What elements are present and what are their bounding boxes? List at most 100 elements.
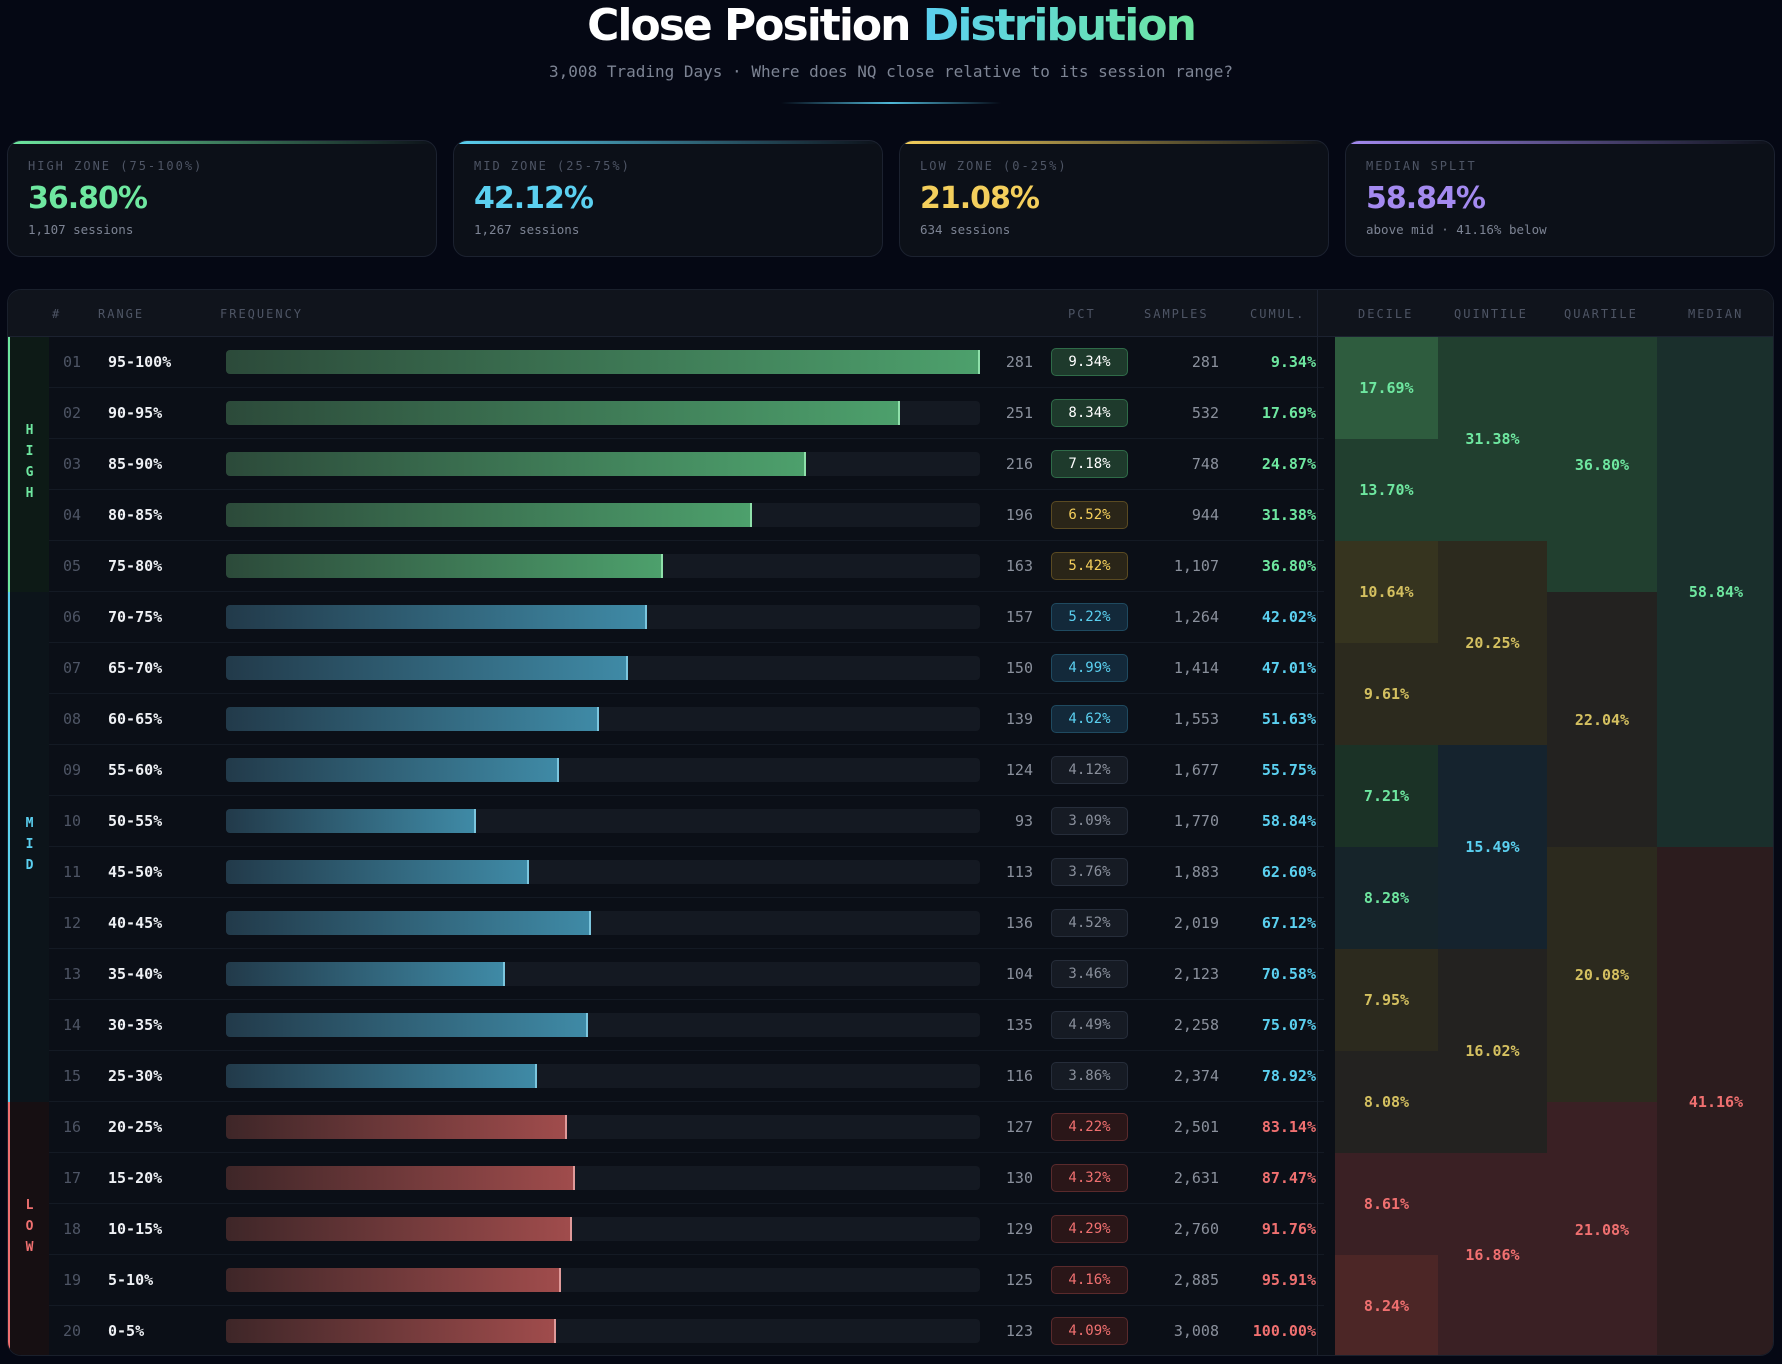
frequency-bar-track <box>226 554 980 578</box>
row-count: 139 <box>1005 710 1033 728</box>
frequency-bar <box>226 401 900 425</box>
row-range: 15-20% <box>108 1169 163 1187</box>
col-frequency: FREQUENCY <box>220 307 304 321</box>
row-number: 17 <box>63 1169 82 1187</box>
pct-badge: 4.12% <box>1051 756 1128 784</box>
row-range: 0-5% <box>108 1322 145 1340</box>
row-samples: 532 <box>1191 404 1219 422</box>
frequency-bar-track <box>226 911 980 935</box>
row-samples: 1,264 <box>1173 608 1219 626</box>
row-cumulative: 83.14% <box>1261 1118 1316 1136</box>
median-cell: 58.84% <box>1657 337 1773 847</box>
card-note: 634 sessions <box>920 222 1011 237</box>
card-label: LOW ZONE (0-25%) <box>920 159 1068 173</box>
row-count: 124 <box>1005 761 1033 779</box>
row-samples: 1,553 <box>1173 710 1219 728</box>
row-count: 113 <box>1005 863 1033 881</box>
col-pct: PCT <box>1068 307 1096 321</box>
row-range: 55-60% <box>108 761 163 779</box>
row-range: 25-30% <box>108 1067 163 1085</box>
frequency-bar <box>226 503 752 527</box>
quintile-cell: 15.49% <box>1438 745 1547 949</box>
row-cumulative: 91.76% <box>1261 1220 1316 1238</box>
row-count: 116 <box>1005 1067 1033 1085</box>
row-samples: 2,123 <box>1173 965 1219 983</box>
card-accent-bar <box>454 141 882 144</box>
row-samples: 1,677 <box>1173 761 1219 779</box>
summary-card: LOW ZONE (0-25%) 21.08% 634 sessions <box>899 140 1329 257</box>
row-number: 16 <box>63 1118 82 1136</box>
decile-cell: 8.08% <box>1335 1051 1438 1153</box>
frequency-bar <box>226 707 599 731</box>
summary-card: MEDIAN SPLIT 58.84% above mid · 41.16% b… <box>1345 140 1775 257</box>
frequency-bar <box>226 809 476 833</box>
card-note: 1,107 sessions <box>28 222 134 237</box>
frequency-bar <box>226 1115 567 1139</box>
frequency-bar <box>226 1166 575 1190</box>
row-count: 163 <box>1005 557 1033 575</box>
row-range: 85-90% <box>108 455 163 473</box>
card-accent-bar <box>1346 141 1774 144</box>
row-samples: 2,885 <box>1173 1271 1219 1289</box>
row-cumulative: 36.80% <box>1261 557 1316 575</box>
row-range: 5-10% <box>108 1271 154 1289</box>
card-label: MEDIAN SPLIT <box>1366 159 1477 173</box>
table-row: 14 30-35% 135 4.49% 2,258 75.07% <box>49 1000 1324 1051</box>
frequency-bar-track <box>226 1115 980 1139</box>
col-cumul: CUMUL. <box>1250 307 1306 321</box>
row-range: 40-45% <box>108 914 163 932</box>
pct-badge: 4.16% <box>1051 1266 1128 1294</box>
table-row: 12 40-45% 136 4.52% 2,019 67.12% <box>49 898 1324 949</box>
row-cumulative: 95.91% <box>1261 1271 1316 1289</box>
row-range: 95-100% <box>108 353 172 371</box>
row-samples: 2,760 <box>1173 1220 1219 1238</box>
frequency-bar-track <box>226 1217 980 1241</box>
frequency-bar <box>226 605 648 629</box>
zone-label-low: LOW <box>8 1102 49 1355</box>
frequency-bar <box>226 911 591 935</box>
row-count: 216 <box>1005 455 1033 473</box>
table-row: 03 85-90% 216 7.18% 748 24.87% <box>49 439 1324 490</box>
frequency-bar <box>226 962 506 986</box>
decile-cell: 10.64% <box>1335 541 1438 643</box>
row-range: 65-70% <box>108 659 163 677</box>
row-count: 196 <box>1005 506 1033 524</box>
row-number: 19 <box>63 1271 82 1289</box>
col-median: MEDIAN <box>1688 307 1744 321</box>
row-count: 127 <box>1005 1118 1033 1136</box>
decile-cell: 8.61% <box>1335 1153 1438 1255</box>
pct-badge: 3.86% <box>1051 1062 1128 1090</box>
row-count: 157 <box>1005 608 1033 626</box>
row-range: 90-95% <box>108 404 163 422</box>
row-count: 123 <box>1005 1322 1033 1340</box>
row-number: 01 <box>63 353 82 371</box>
card-accent-bar <box>8 141 436 144</box>
row-count: 135 <box>1005 1016 1033 1034</box>
row-range: 10-15% <box>108 1220 163 1238</box>
row-number: 06 <box>63 608 82 626</box>
row-cumulative: 47.01% <box>1261 659 1316 677</box>
frequency-bar-track <box>226 758 980 782</box>
median-cell: 41.16% <box>1657 847 1773 1355</box>
row-number: 05 <box>63 557 82 575</box>
row-range: 30-35% <box>108 1016 163 1034</box>
distribution-table: # RANGE FREQUENCY PCT SAMPLES CUMUL. DEC… <box>7 289 1774 1356</box>
row-range: 45-50% <box>108 863 163 881</box>
pct-badge: 7.18% <box>1051 450 1128 478</box>
frequency-bar-track <box>226 452 980 476</box>
row-cumulative: 62.60% <box>1261 863 1316 881</box>
card-value: 42.12% <box>474 181 594 216</box>
row-range: 60-65% <box>108 710 163 728</box>
row-range: 20-25% <box>108 1118 163 1136</box>
row-range: 75-80% <box>108 557 163 575</box>
pct-badge: 4.49% <box>1051 1011 1128 1039</box>
pct-badge: 5.22% <box>1051 603 1128 631</box>
frequency-bar-track <box>226 1319 980 1343</box>
frequency-bar <box>226 1268 562 1292</box>
card-accent-bar <box>900 141 1328 144</box>
frequency-bar-track <box>226 809 980 833</box>
decile-cell: 7.21% <box>1335 745 1438 847</box>
row-number: 08 <box>63 710 82 728</box>
row-count: 93 <box>1014 812 1033 830</box>
card-value: 21.08% <box>920 181 1040 216</box>
